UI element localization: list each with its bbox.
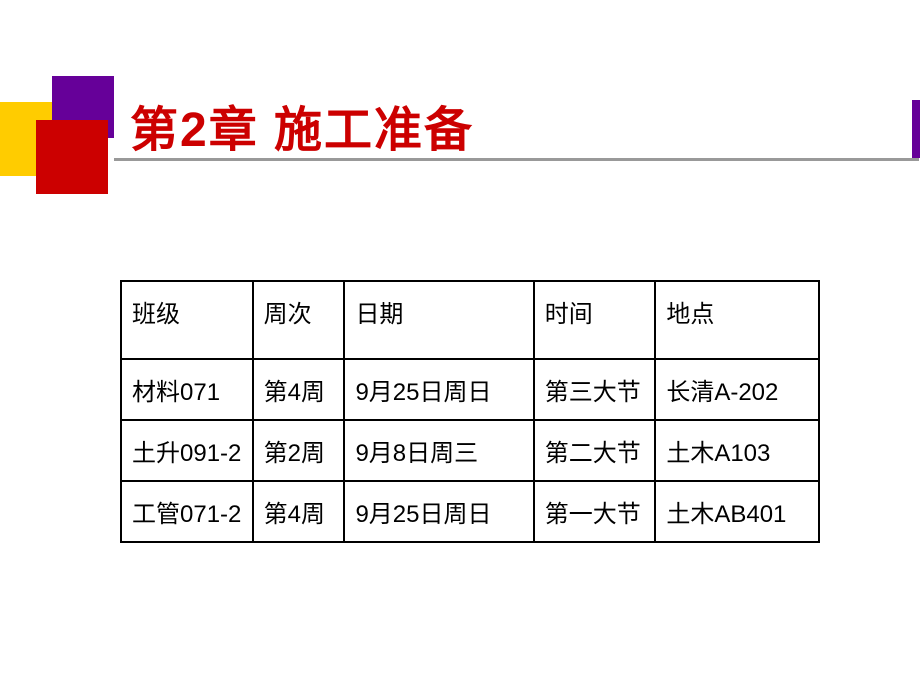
cell-date: 9月8日周三 [344,420,533,481]
deco-red-square [36,120,108,194]
header-week: 周次 [253,281,345,359]
table-header-row: 班级 周次 日期 时间 地点 [121,281,819,359]
cell-week: 第4周 [253,481,345,542]
header-location: 地点 [655,281,819,359]
title-underline [114,158,919,161]
cell-class: 材料071 [121,359,253,420]
header-class: 班级 [121,281,253,359]
cell-date: 9月25日周日 [344,359,533,420]
cell-week: 第4周 [253,359,345,420]
cell-location: 土木AB401 [655,481,819,542]
table-row: 材料071 第4周 9月25日周日 第三大节 长清A-202 [121,359,819,420]
schedule-table: 班级 周次 日期 时间 地点 材料071 第4周 9月25日周日 第三大节 长清… [120,280,820,543]
header-time: 时间 [534,281,656,359]
cell-time: 第三大节 [534,359,656,420]
table-row: 工管071-2 第4周 9月25日周日 第一大节 土木AB401 [121,481,819,542]
cell-class: 土升091-2 [121,420,253,481]
cell-location: 长清A-202 [655,359,819,420]
cell-time: 第一大节 [534,481,656,542]
cell-time: 第二大节 [534,420,656,481]
cell-class: 工管071-2 [121,481,253,542]
cell-week: 第2周 [253,420,345,481]
cell-location: 土木A103 [655,420,819,481]
deco-purple-right [912,100,920,158]
header-date: 日期 [344,281,533,359]
table-row: 土升091-2 第2周 9月8日周三 第二大节 土木A103 [121,420,819,481]
cell-date: 9月25日周日 [344,481,533,542]
chapter-title: 第2章 施工准备 [130,90,474,160]
